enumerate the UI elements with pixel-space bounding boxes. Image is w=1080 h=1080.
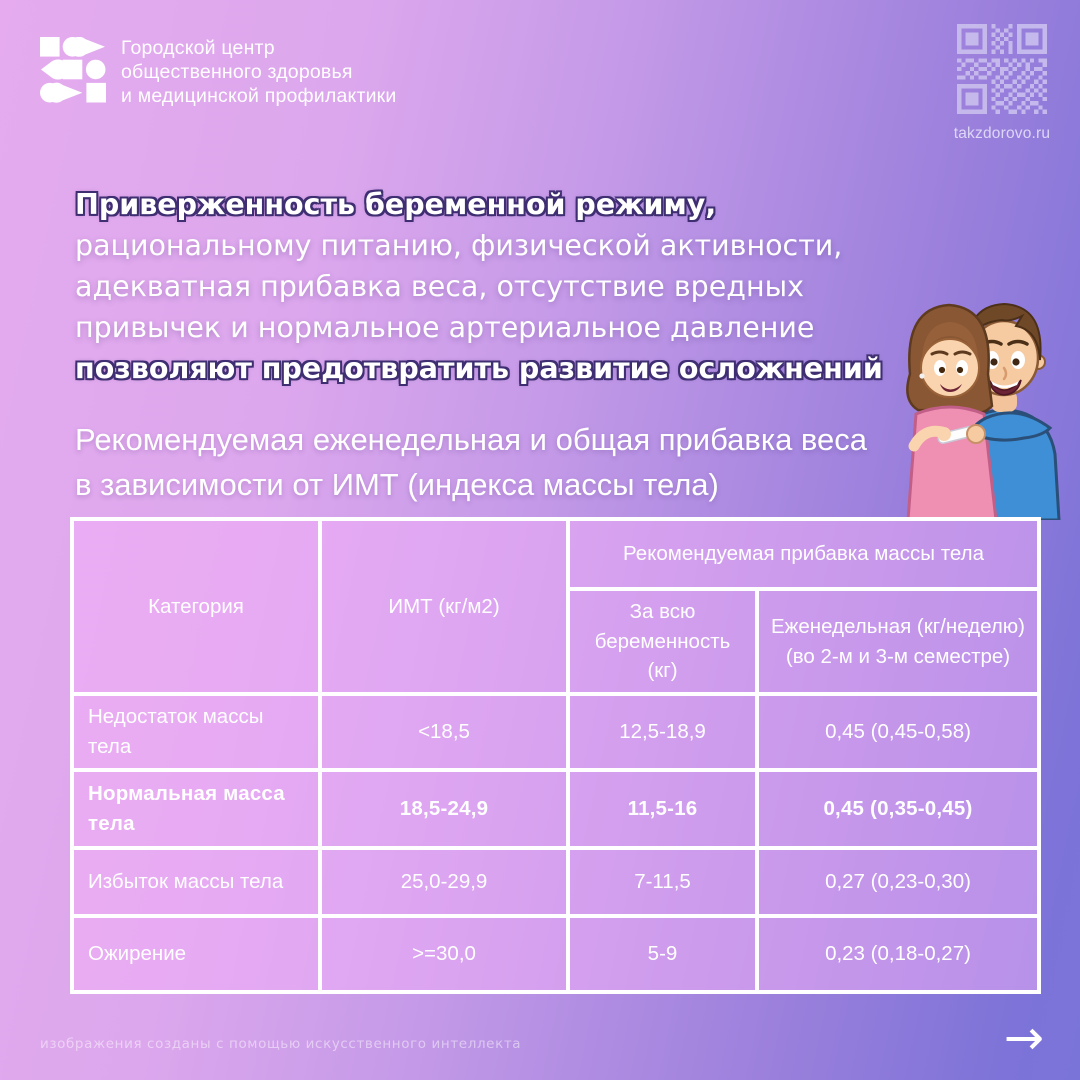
cell-category: Ожирение xyxy=(70,913,322,994)
cell-bmi: 18,5-24,9 xyxy=(318,767,570,850)
cell-weekly: 0,45 (0,35-0,45) xyxy=(755,767,1041,850)
cell-total: 7-11,5 xyxy=(566,845,759,918)
woman-figure xyxy=(906,303,998,522)
cell-bmi: >=30,0 xyxy=(318,913,570,994)
cell-total: 11,5-16 xyxy=(566,767,759,850)
header-total-gain: За всю беременность (кг) xyxy=(566,586,759,697)
header-brand: Городской центр общественного здоровья и… xyxy=(40,36,397,109)
table-row-highlight: Нормальная масса тела 18,5-24,9 11,5-16 … xyxy=(70,767,1041,850)
header-bmi: ИМТ (кг/м2) xyxy=(318,516,570,697)
table-caption: Рекомендуемая еженедельная и общая приба… xyxy=(75,422,868,502)
header-gain-group: Рекомендуемая прибавка массы тела xyxy=(566,517,1041,591)
header-weekly-gain: Еженедельная (кг/неделю) (во 2-м и 3-м с… xyxy=(755,586,1041,697)
cell-category: Нормальная масса тела xyxy=(70,767,322,850)
cell-category: Избыток массы тела xyxy=(70,845,322,918)
cell-total: 12,5-18,9 xyxy=(566,692,759,772)
header-category: Категория xyxy=(70,516,322,697)
qr-code-icon xyxy=(957,24,1047,118)
ai-disclaimer: изображения созданы с помощью искусствен… xyxy=(40,1036,522,1052)
next-arrow-icon[interactable]: → xyxy=(1003,1010,1044,1066)
couple-illustration xyxy=(852,278,1074,522)
org-name-line: общественного здоровья xyxy=(121,61,353,84)
org-name: Городской центр общественного здоровья и… xyxy=(121,36,397,109)
bmi-weight-gain-table: Категория ИМТ (кг/м2) Рекомендуемая приб… xyxy=(70,516,1041,994)
org-name-line: и медицинской профилактики xyxy=(121,85,397,108)
qr-block: takzdorovo.ru xyxy=(952,24,1052,143)
org-name-line: Городской центр xyxy=(121,37,275,59)
cell-bmi: 25,0-29,9 xyxy=(318,845,570,918)
cell-weekly: 0,27 (0,23-0,30) xyxy=(755,845,1041,918)
table-row: Ожирение >=30,0 5-9 0,23 (0,18-0,27) xyxy=(70,913,1041,994)
org-logo-icon xyxy=(40,36,106,108)
intro-paragraph: Приверженность беременной режиму, рацион… xyxy=(75,184,959,389)
table-row: Недостаток массы тела <18,5 12,5-18,9 0,… xyxy=(70,692,1041,772)
qr-caption: takzdorovo.ru xyxy=(953,125,1051,142)
intro-bold-tail: позволяют предотвратить развитие осложне… xyxy=(75,352,883,385)
man-arm xyxy=(966,411,1053,444)
intro-bold-lead: Приверженность беременной режиму, xyxy=(75,188,717,221)
cell-weekly: 0,45 (0,45-0,58) xyxy=(755,692,1041,772)
cell-weekly: 0,23 (0,18-0,27) xyxy=(755,913,1041,994)
intro-regular: рациональному питанию, физической активн… xyxy=(75,229,843,344)
cell-category: Недостаток массы тела xyxy=(70,692,322,772)
table-row: Избыток массы тела 25,0-29,9 7-11,5 0,27… xyxy=(70,845,1041,918)
cell-bmi: <18,5 xyxy=(318,692,570,772)
cell-total: 5-9 xyxy=(566,913,759,994)
